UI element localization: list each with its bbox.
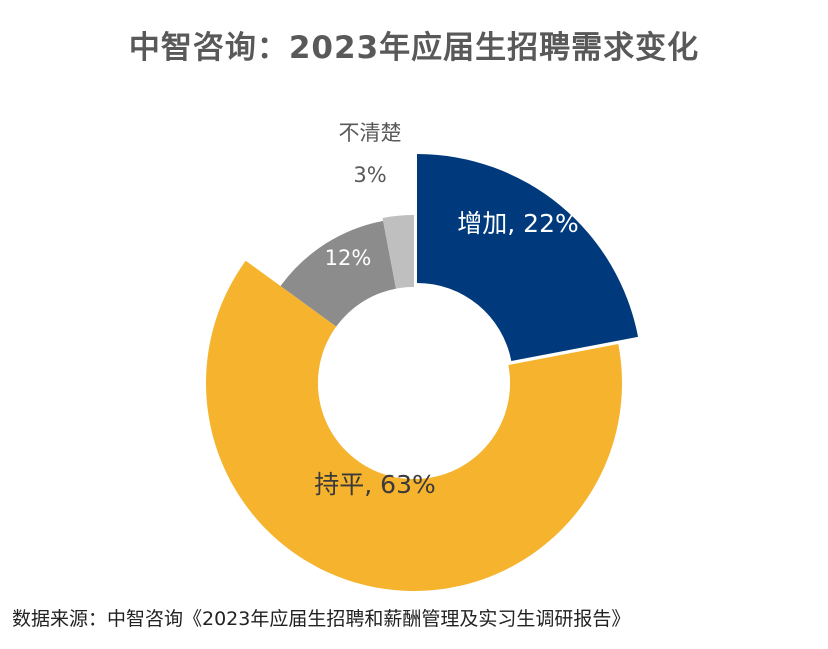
slice-name-4: 不清楚 <box>339 121 402 145</box>
slice-value-4: 3% <box>353 163 386 187</box>
slice-3 <box>280 220 397 327</box>
slice-1 <box>417 154 639 362</box>
slice-name-3: 减少 <box>327 206 369 230</box>
slice-4 <box>382 215 414 289</box>
slice-value-3: 12% <box>325 246 372 270</box>
donut-hole <box>318 287 510 479</box>
slice-2 <box>206 260 622 591</box>
labels-layer: 增加, 22% 持平, 63% 减少 12% 不清楚 3% <box>314 121 578 499</box>
data-source-note: 数据来源：中智咨询《2023年应届生招聘和薪酬管理及实习生调研报告》 <box>12 608 631 630</box>
slices-layer <box>206 154 639 591</box>
slice-label-2: 持平, 63% <box>314 470 435 499</box>
chart-title: 中智咨询：2023年应届生招聘需求变化 <box>128 30 700 66</box>
slice-label-1: 增加, 22% <box>457 209 578 238</box>
